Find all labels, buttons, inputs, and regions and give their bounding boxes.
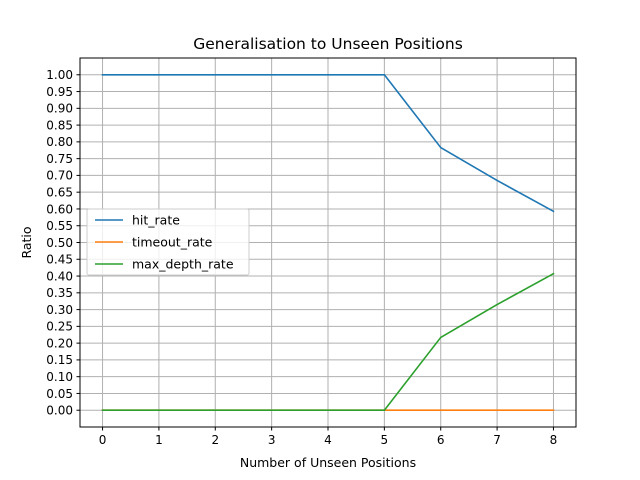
- legend-label: timeout_rate: [132, 235, 213, 250]
- y-tick-label: 0.95: [46, 85, 73, 99]
- x-axis-label: Number of Unseen Positions: [240, 455, 416, 470]
- y-tick-label: 0.35: [46, 286, 73, 300]
- y-tick-label: 0.10: [46, 370, 73, 384]
- x-tick-label: 4: [324, 433, 332, 447]
- y-tick-label: 0.20: [46, 336, 73, 350]
- y-tick-label: 0.05: [46, 387, 73, 401]
- legend: hit_rate timeout_rate max_depth_rate: [86, 208, 250, 276]
- y-tick-label: 0.15: [46, 353, 73, 367]
- series-line-hit-rate: [101, 73, 555, 213]
- y-tick-label: 0.25: [46, 320, 73, 334]
- y-tick-label: 0.55: [46, 219, 73, 233]
- y-tick-label: 0.90: [46, 102, 73, 116]
- legend-label: hit_rate: [132, 213, 180, 228]
- y-tick-label: 0.30: [46, 303, 73, 317]
- y-tick-label: 0.70: [46, 169, 73, 183]
- x-tick-label: 5: [381, 433, 389, 447]
- x-tick-label: 7: [493, 433, 501, 447]
- y-tick-label: 0.85: [46, 118, 73, 132]
- y-tick-label: 0.40: [46, 269, 73, 283]
- x-tick-label: 8: [550, 433, 558, 447]
- legend-box: [86, 208, 250, 276]
- series-lines: [101, 73, 555, 412]
- y-tick-label: 0.60: [46, 202, 73, 216]
- x-axis: 0 1 2 3 4 5 6 7 8: [99, 427, 558, 447]
- x-tick-label: 0: [99, 433, 107, 447]
- y-tick-label: 0.45: [46, 253, 73, 267]
- y-tick-label: 0.65: [46, 185, 73, 199]
- series-line-max-depth-rate: [101, 272, 555, 412]
- y-tick-label: 0.00: [46, 404, 73, 418]
- x-tick-label: 2: [211, 433, 219, 447]
- x-tick-label: 3: [268, 433, 276, 447]
- chart-title: Generalisation to Unseen Positions: [193, 35, 463, 53]
- y-axis: 0.00 0.05 0.10 0.15 0.20 0.25 0.30 0.35 0.40 0.45…: [46, 68, 80, 418]
- legend-label: max_depth_rate: [132, 257, 234, 272]
- y-tick-label: 0.80: [46, 135, 73, 149]
- y-tick-label: 0.75: [46, 152, 73, 166]
- y-tick-label: 1.00: [46, 68, 73, 82]
- y-axis-label: Ratio: [19, 226, 34, 258]
- y-tick-label: 0.50: [46, 236, 73, 250]
- x-tick-label: 1: [155, 433, 163, 447]
- x-tick-label: 6: [437, 433, 445, 447]
